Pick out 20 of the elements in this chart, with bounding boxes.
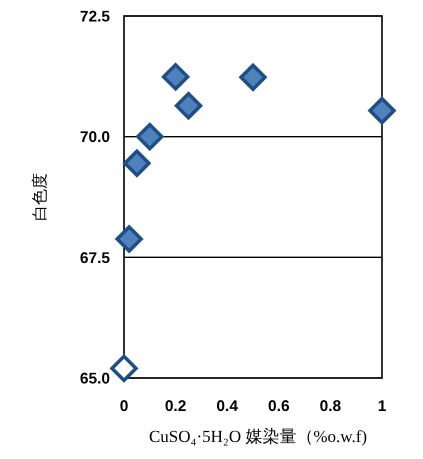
point (162, 63, 190, 91)
x-tick-label: 0 (120, 398, 128, 415)
x-tick-label: 0.6 (268, 398, 290, 415)
point (174, 92, 202, 120)
x-axis-title: CuSO₄·5H₂O 媒染量（%o.w.f) (148, 427, 368, 446)
y-tick-label: 70.0 (80, 129, 110, 146)
y-tick-label: 72.5 (80, 8, 110, 26)
x-tick-label: 0.4 (216, 398, 238, 415)
point (239, 64, 267, 92)
x-tick-label: 0.8 (320, 398, 342, 415)
point (110, 354, 138, 382)
point (115, 225, 143, 253)
point (136, 122, 164, 150)
y-tick-label: 67.5 (80, 250, 110, 267)
x-tick-label: 0.2 (164, 398, 186, 415)
y-tick-label: 65.0 (80, 370, 110, 388)
y-axis-title: 白色度 (31, 173, 49, 221)
x-tick-label: 1 (378, 398, 387, 415)
point (368, 96, 396, 124)
point (123, 149, 151, 177)
